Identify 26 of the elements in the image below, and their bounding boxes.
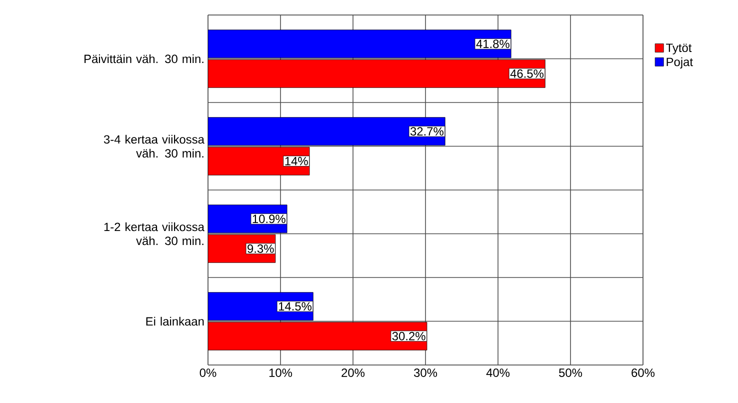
data-label: 30.2%: [392, 332, 426, 340]
x-tick-label: 20%: [342, 368, 365, 377]
x-tick-label: 10%: [269, 368, 292, 377]
legend-label: Tytöt: [666, 44, 692, 54]
x-tick-label: 40%: [486, 368, 510, 377]
x-tick-label: 30%: [414, 368, 438, 377]
y-tick-label: Päivittäin väh. 30 min.: [84, 54, 204, 64]
bar: [208, 59, 546, 88]
x-tick-label: 60%: [632, 368, 655, 377]
x-tick-label: 0%: [200, 368, 216, 377]
legend-label: Pojat: [666, 57, 693, 69]
y-tick-label: 1-2 kertaa viikossa väh. 30 min.: [104, 222, 204, 246]
y-tick-label: Ei lainkaan: [146, 316, 204, 326]
data-label: 10.9%: [252, 214, 286, 224]
data-label: 41.8%: [476, 40, 510, 48]
bar: [208, 30, 512, 58]
bar: [208, 146, 310, 176]
bar: [208, 117, 446, 146]
y-tick-label: 3-4 kertaa viikossa väh. 30 min.: [104, 134, 204, 158]
bar: [208, 322, 428, 350]
data-label: 14%: [285, 156, 308, 166]
x-tick-label: 50%: [559, 368, 582, 377]
data-label: 32.7%: [410, 127, 444, 136]
data-label: 14.5%: [278, 302, 312, 311]
data-label: 46.5%: [510, 69, 544, 78]
data-label: 9.3%: [248, 244, 274, 253]
